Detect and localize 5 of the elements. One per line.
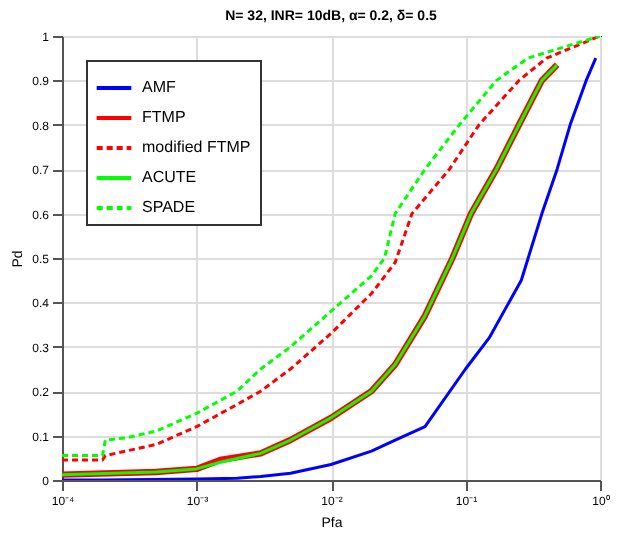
legend-label: AMF: [142, 78, 176, 96]
legend-label: modified FTMP: [142, 138, 251, 156]
legend-label: ACUTE: [142, 168, 197, 186]
legend-label: FTMP: [142, 108, 186, 126]
legend-label: SPADE: [142, 198, 196, 216]
